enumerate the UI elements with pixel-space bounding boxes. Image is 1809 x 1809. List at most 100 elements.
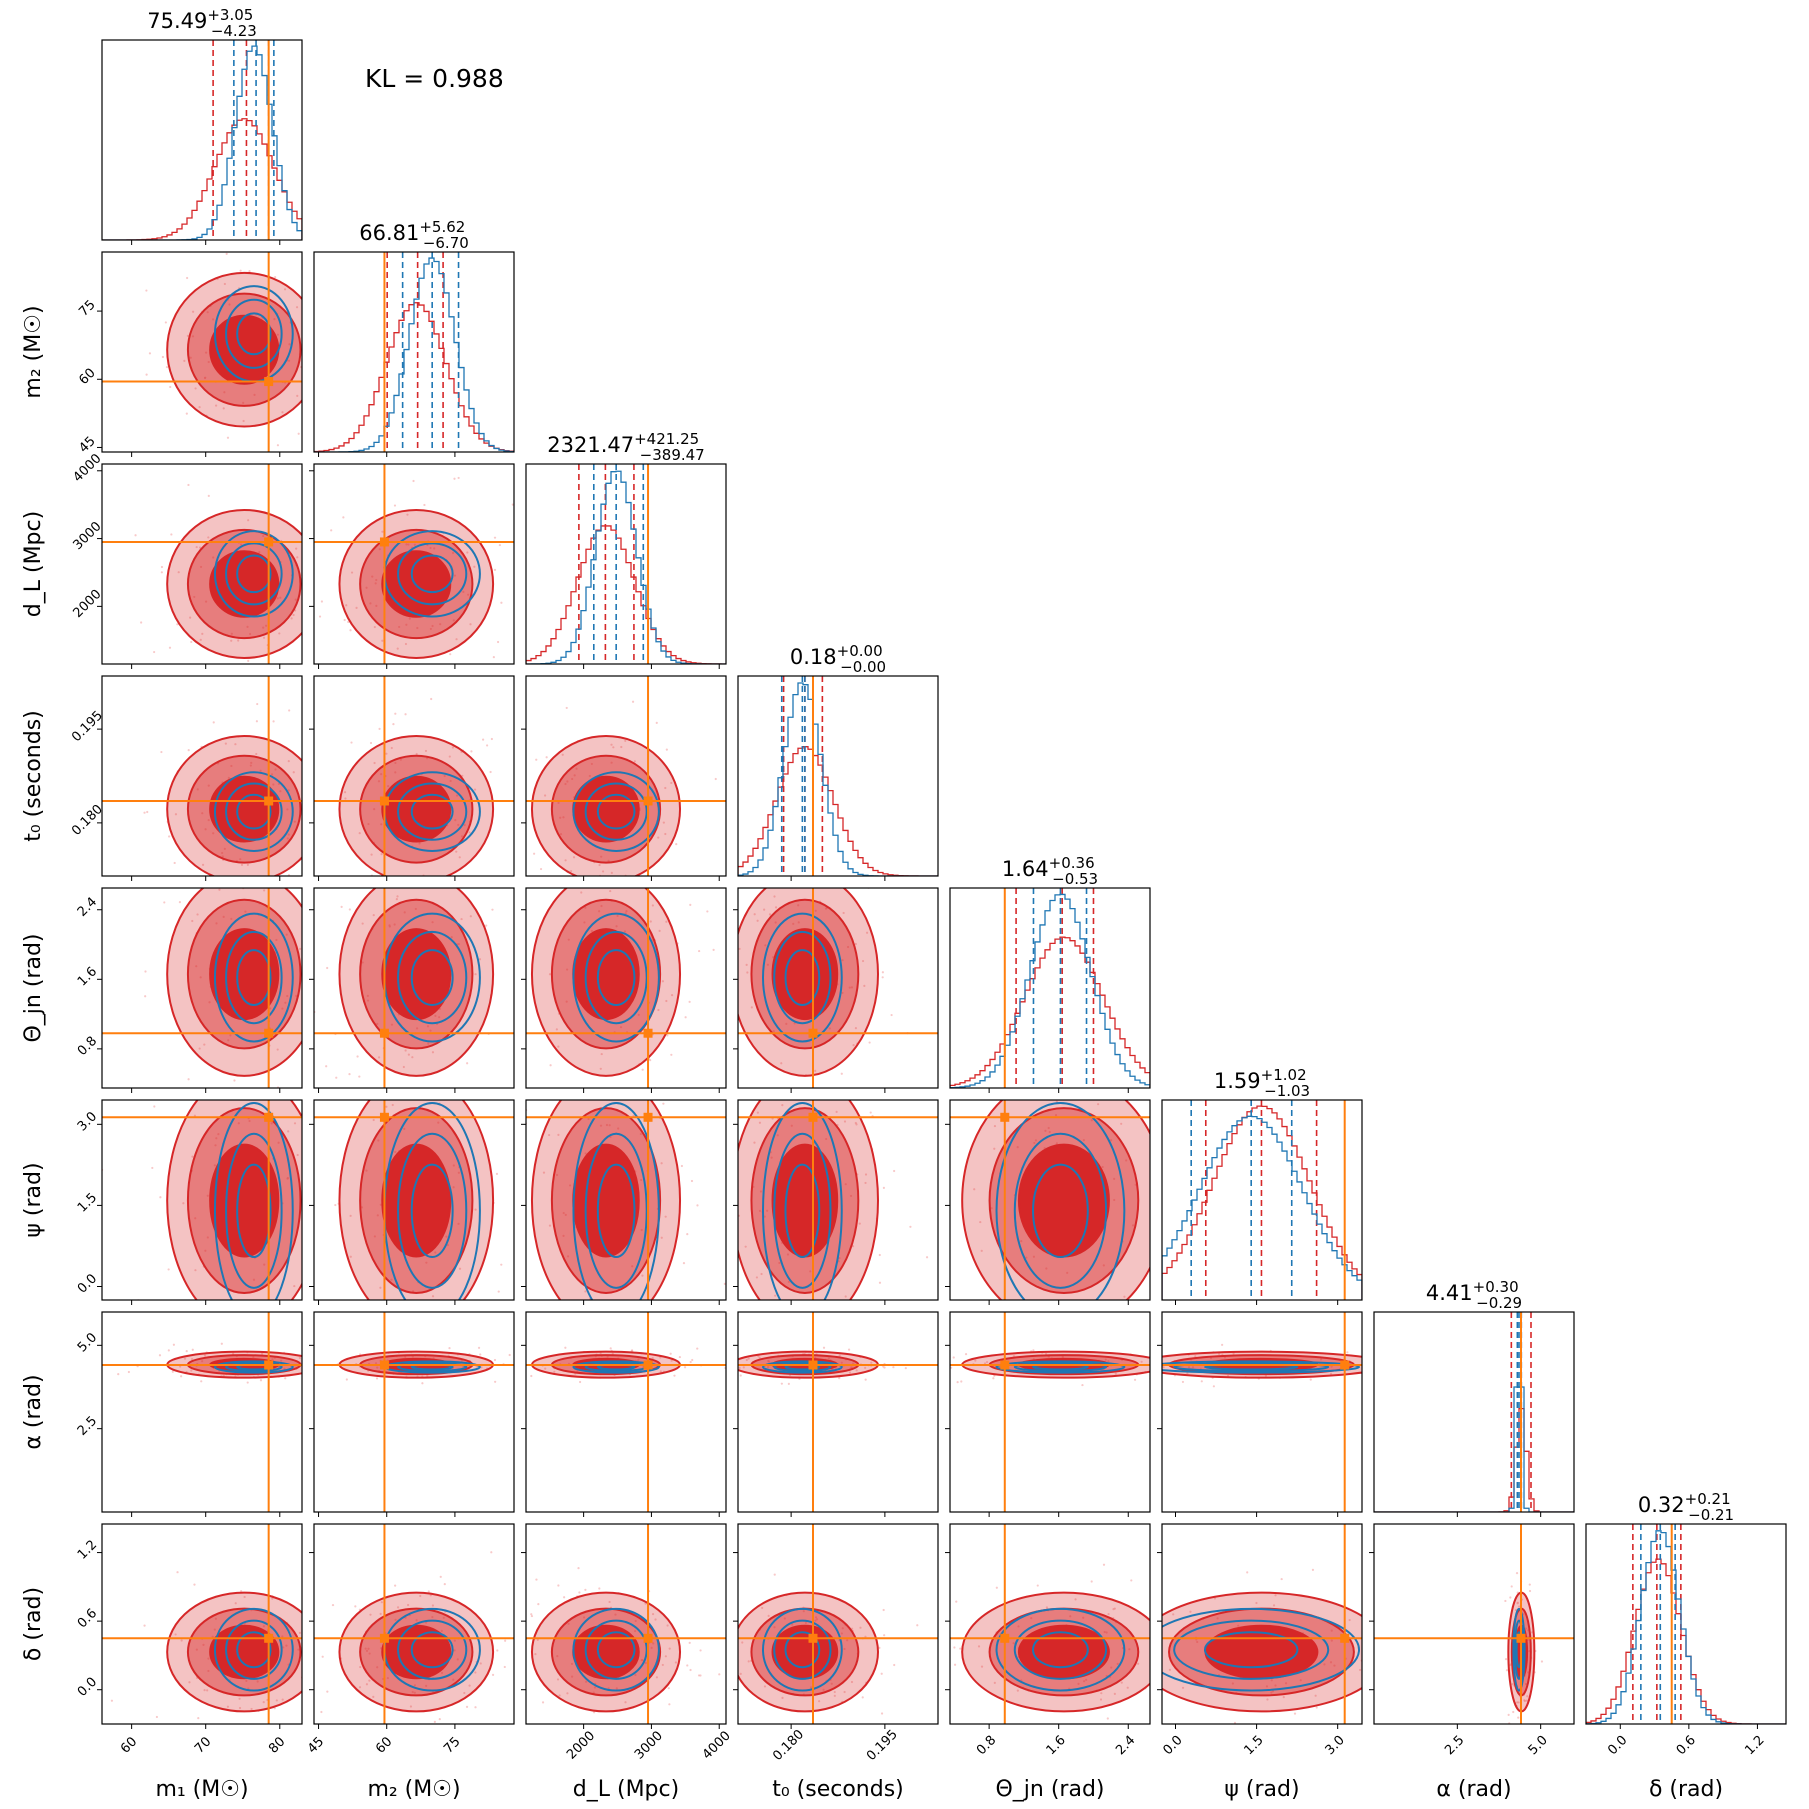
y-tick-label: 1.2 xyxy=(75,1537,100,1562)
sample-point xyxy=(776,1134,779,1137)
sample-point xyxy=(486,744,489,747)
sample-point xyxy=(631,1265,634,1268)
sample-point xyxy=(1528,1589,1532,1593)
sample-point xyxy=(563,1596,566,1599)
sample-point xyxy=(714,1647,716,1649)
truth-marker xyxy=(264,1112,274,1122)
sample-point xyxy=(439,1575,442,1578)
sample-point xyxy=(463,823,466,827)
sample-point xyxy=(600,1052,603,1056)
sample-point xyxy=(1151,1606,1153,1608)
blue-contour-2 xyxy=(1032,1163,1089,1259)
sample-point xyxy=(430,697,433,701)
y-tick-label: 1.5 xyxy=(75,1190,100,1215)
sample-point xyxy=(380,1601,383,1604)
sample-point xyxy=(493,1358,497,1362)
sample-point xyxy=(365,1683,369,1686)
sample-point xyxy=(731,938,733,940)
sample-point xyxy=(1054,1114,1058,1117)
sample-point xyxy=(1116,1662,1119,1665)
sample-point xyxy=(599,1124,603,1127)
blue-contour-0 xyxy=(213,1102,294,1300)
sample-point xyxy=(310,1238,312,1240)
sample-point xyxy=(421,1382,424,1385)
sample-point xyxy=(286,994,289,998)
sample-point xyxy=(706,946,708,948)
sample-point xyxy=(1027,1096,1029,1098)
sample-point xyxy=(204,351,208,354)
sample-point xyxy=(811,1730,813,1732)
sample-point xyxy=(393,504,397,507)
sample-point xyxy=(172,1738,174,1740)
sample-point xyxy=(238,1706,242,1710)
sample-point xyxy=(290,617,293,620)
sample-point xyxy=(403,1127,406,1130)
sample-point xyxy=(979,1220,982,1224)
blue-contour-1 xyxy=(773,930,832,1025)
sample-point xyxy=(1156,1610,1158,1612)
sample-point xyxy=(773,1626,776,1629)
sample-point xyxy=(416,626,419,630)
sample-point xyxy=(395,898,398,901)
sample-point xyxy=(145,289,148,292)
sample-point xyxy=(803,1385,805,1387)
sample-point xyxy=(536,1638,539,1641)
sample-point xyxy=(1270,1691,1273,1694)
sample-point xyxy=(1280,1577,1283,1581)
sample-point xyxy=(1510,1585,1513,1588)
sample-point xyxy=(848,986,851,989)
y-tick-label: 0.0 xyxy=(75,1675,100,1700)
panel-frame xyxy=(313,463,515,665)
sample-point xyxy=(376,1666,379,1669)
blue-contour-1 xyxy=(225,782,283,841)
sample-point xyxy=(378,727,381,730)
sample-point xyxy=(1233,1721,1237,1724)
sample-point xyxy=(1399,1369,1401,1371)
sample-point xyxy=(117,1372,120,1376)
sample-point xyxy=(493,568,497,571)
sample-point xyxy=(656,878,658,880)
sample-point xyxy=(377,1056,381,1059)
sample-point xyxy=(1090,1119,1093,1122)
y-tick-label: 75 xyxy=(76,297,98,319)
sample-point xyxy=(567,1622,570,1625)
truth-marker xyxy=(264,537,274,547)
sample-point xyxy=(519,841,521,843)
sample-point xyxy=(564,859,567,862)
sample-point xyxy=(624,739,627,742)
sample-point xyxy=(881,971,884,974)
truth-marker xyxy=(643,796,653,806)
sample-point xyxy=(473,788,477,791)
sample-point xyxy=(212,318,215,321)
sample-point xyxy=(1104,1358,1107,1361)
sample-point xyxy=(615,925,618,928)
sample-point xyxy=(262,1700,265,1704)
sample-point xyxy=(557,801,560,804)
sample-point xyxy=(207,536,210,539)
sample-point xyxy=(564,1213,567,1217)
sample-point xyxy=(1516,1602,1519,1605)
sample-point xyxy=(584,1290,587,1293)
sample-point xyxy=(658,1093,660,1095)
sample-point xyxy=(295,306,299,309)
panel-theta_jn-m2 xyxy=(309,887,515,1093)
sample-point xyxy=(686,1359,688,1361)
red-contour-2 xyxy=(381,775,452,843)
sample-point xyxy=(394,761,397,765)
sample-point xyxy=(168,646,172,649)
sample-point xyxy=(1154,1160,1156,1162)
sample-point xyxy=(167,1349,170,1352)
panel-frame xyxy=(313,1523,515,1725)
sample-point xyxy=(222,407,225,410)
sample-point xyxy=(354,1605,357,1608)
sample-point xyxy=(467,593,470,596)
sample-point xyxy=(427,1042,430,1045)
sample-point xyxy=(379,1612,382,1615)
sample-point xyxy=(140,621,143,624)
sample-point xyxy=(358,1686,362,1689)
sample-point xyxy=(548,878,550,880)
sample-point xyxy=(1168,1668,1172,1671)
sample-point xyxy=(263,1263,266,1266)
sample-point xyxy=(814,1069,817,1072)
sample-point xyxy=(455,794,459,797)
